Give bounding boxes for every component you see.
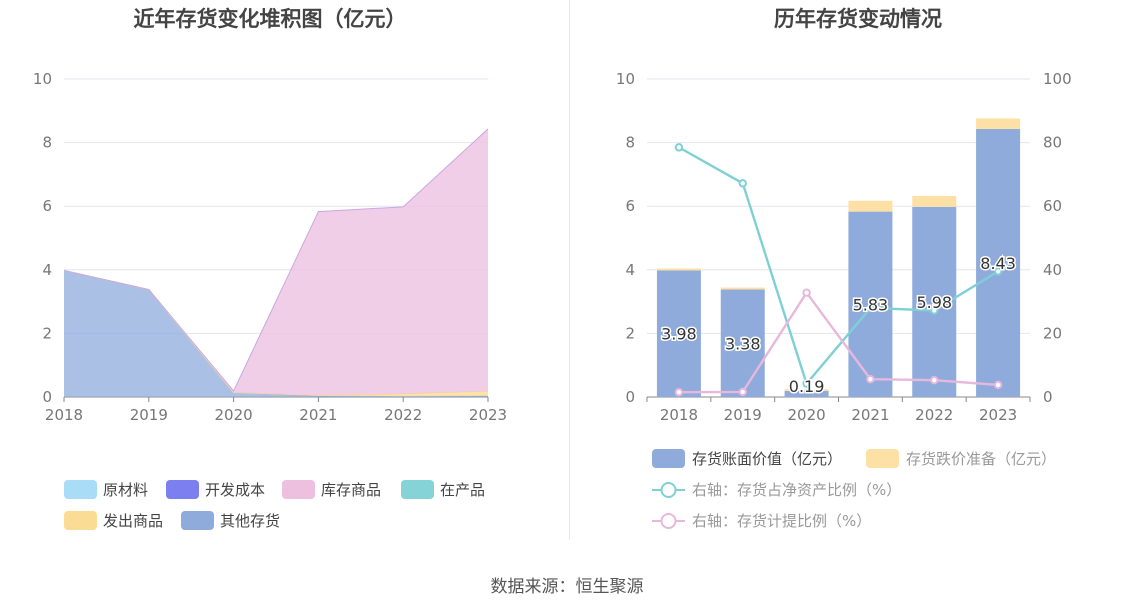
bar-data-label: 3.38	[725, 334, 761, 353]
x-tick-label: 2022	[384, 406, 422, 424]
y2-tick-label: 60	[1043, 197, 1062, 215]
legend-swatch	[181, 511, 214, 530]
bar-impairment	[784, 389, 829, 391]
ratio-point	[866, 374, 875, 384]
bar-book-value	[784, 390, 829, 397]
bar-impairment	[976, 118, 1021, 129]
y-tick-label: 8	[625, 134, 635, 152]
y-tick-label: 4	[625, 261, 635, 279]
data-source-label: 数据来源：恒生聚源	[490, 577, 644, 597]
right-legend: 存货账面价值（亿元） 存货跌价准备（亿元） 右轴：存货占净资产比例（%） 右轴：存货计…	[652, 449, 1056, 530]
legend-swatch	[64, 480, 97, 499]
area-series	[64, 270, 488, 397]
y-tick-label: 0	[42, 388, 52, 406]
y-tick-label: 10	[33, 70, 52, 88]
bar-book-value	[976, 128, 1021, 397]
ratio-point	[802, 379, 811, 388]
y-tick-label: 2	[625, 324, 635, 342]
x-tick-label: 2020	[787, 406, 825, 424]
ratio-point	[866, 303, 875, 313]
x-tick-label: 2021	[299, 406, 337, 424]
chart-divider	[569, 0, 570, 540]
y-tick-label: 10	[616, 70, 635, 88]
x-tick-label: 2022	[915, 406, 953, 424]
ratio-point	[674, 143, 684, 152]
legend-swatch	[64, 511, 97, 530]
x-tick-label: 2018	[660, 406, 698, 424]
ratio-point	[993, 380, 1003, 390]
bar-impairment	[656, 268, 701, 271]
ratio-point	[738, 387, 747, 397]
y2-tick-label: 40	[1043, 261, 1062, 279]
y-tick-label: 2	[42, 324, 52, 342]
ratio-point	[802, 288, 811, 297]
bar-data-label: 0.19	[789, 377, 825, 396]
x-tick-label: 2023	[469, 406, 507, 424]
area-series	[64, 128, 488, 396]
ratio-point	[738, 179, 747, 188]
x-tick-label: 2019	[130, 406, 168, 424]
legend-label: 发出商品	[103, 512, 163, 530]
x-tick-label: 2021	[851, 406, 889, 424]
legend-swatch	[282, 480, 315, 499]
y-tick-label: 0	[625, 388, 635, 406]
bar-impairment	[720, 287, 765, 290]
ratio-line	[678, 146, 999, 387]
left-chart: 0 2 4 6 8 10 2018 2019 2020 2021 2022 2023	[33, 70, 507, 424]
area-series-line	[63, 128, 489, 392]
x-tick-label: 2018	[45, 406, 83, 424]
y2-tick-label: 20	[1043, 324, 1062, 342]
y2-tick-label: 80	[1043, 134, 1062, 152]
legend-line-marker	[660, 482, 677, 498]
legend-label: 右轴：存货占净资产比例（%）	[692, 481, 901, 499]
x-tick-label: 2020	[215, 406, 253, 424]
bar-data-label: 3.98	[661, 325, 697, 344]
legend-label: 原材料	[103, 481, 148, 499]
legend-swatch	[866, 449, 899, 468]
bar-impairment	[848, 200, 893, 212]
legend-label: 存货账面价值（亿元）	[692, 450, 842, 468]
legend-label: 其他存货	[220, 512, 280, 530]
ratio-line	[678, 290, 999, 394]
left-chart-title: 近年存货变化堆积图（亿元）	[134, 7, 407, 31]
legend-label: 开发成本	[205, 481, 265, 499]
ratio-point	[993, 267, 1003, 276]
bar-data-label: 5.98	[916, 293, 952, 312]
y-tick-label: 4	[42, 261, 52, 279]
y2-tick-label: 100	[1043, 70, 1072, 88]
bar-impairment	[912, 196, 957, 207]
x-tick-label: 2023	[979, 406, 1017, 424]
ratio-point	[674, 388, 684, 397]
ratio-point	[930, 306, 939, 315]
legend-line-marker	[660, 513, 677, 529]
y-tick-label: 6	[42, 197, 52, 215]
legend-swatch	[166, 480, 199, 499]
legend-label: 在产品	[440, 481, 485, 499]
legend-swatch	[652, 449, 685, 468]
legend-label: 库存商品	[321, 481, 381, 499]
ratio-point	[930, 375, 939, 385]
right-chart-title: 历年存货变动情况	[774, 7, 942, 31]
bar-data-label: 8.43	[980, 254, 1016, 273]
y2-tick-label: 0	[1043, 388, 1053, 406]
y-tick-label: 6	[625, 197, 635, 215]
y-tick-label: 8	[42, 134, 52, 152]
legend-label: 右轴：存货计提比例（%）	[692, 512, 871, 530]
legend-swatch	[401, 480, 434, 499]
legend-label: 存货跌价准备（亿元）	[906, 450, 1056, 468]
x-tick-label: 2019	[724, 406, 762, 424]
bar-book-value	[656, 270, 701, 397]
bar-data-label: 5.83	[853, 295, 889, 314]
bar-book-value	[720, 289, 765, 397]
